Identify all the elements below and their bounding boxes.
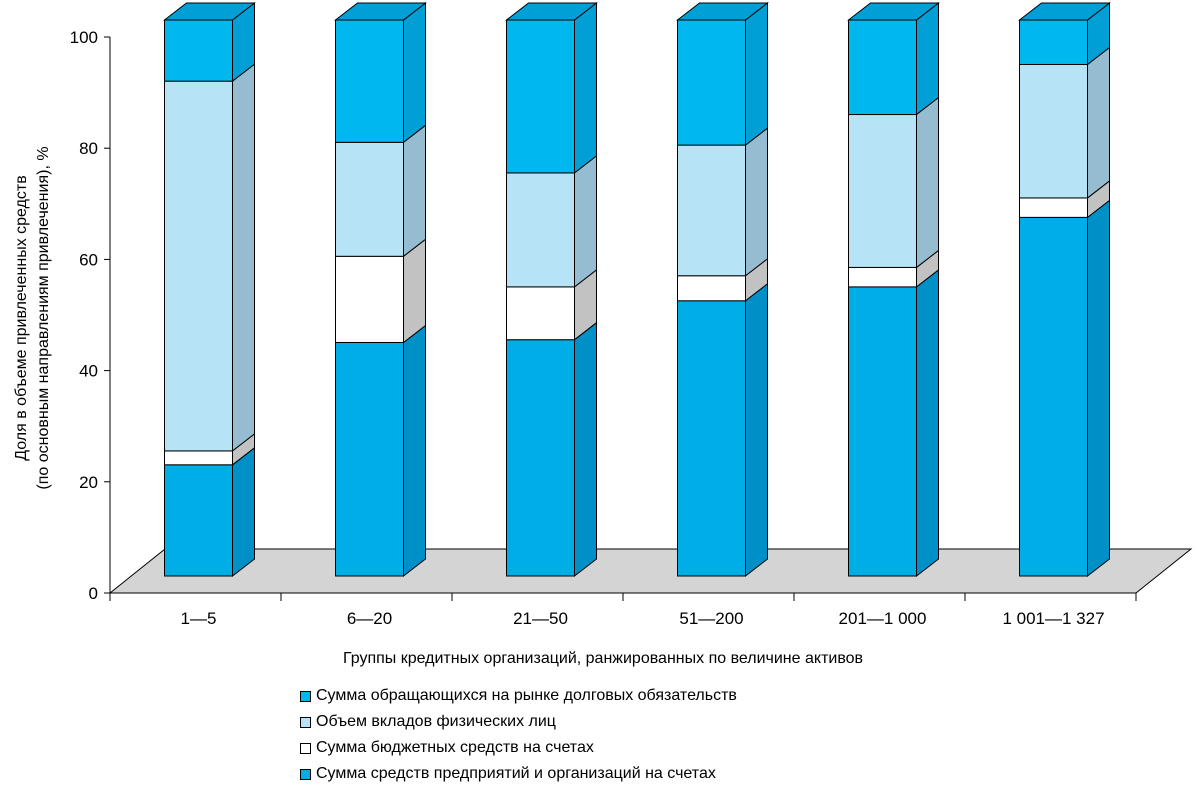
legend-label: Объем вкладов физических лиц: [316, 713, 556, 730]
bar-segment-side: [232, 63, 255, 452]
x-axis-title: Группы кредитных организаций, ранжирован…: [343, 650, 863, 667]
bar-segment-side: [1087, 199, 1110, 578]
bar-segment: [506, 339, 575, 577]
bar-segment: [677, 275, 746, 302]
bar-segment: [164, 80, 233, 452]
bar-segment: [1019, 197, 1088, 218]
bar-top: [1018, 2, 1111, 21]
x-tick-label: 21—50: [513, 609, 568, 628]
bar-segment-side: [745, 1, 768, 147]
y-tick-label: 20: [79, 473, 98, 492]
x-tick-label: 6—20: [347, 609, 392, 628]
x-tick-label: 51—200: [679, 609, 743, 628]
x-tick-label: 1 001—1 327: [1002, 609, 1104, 628]
legend-swatch: [300, 768, 311, 780]
bar-segment: [506, 286, 575, 341]
bar-segment: [848, 19, 917, 116]
legend-item: Объем вкладов физических лиц: [300, 709, 737, 735]
bar-segment: [506, 19, 575, 174]
bar-segment: [335, 19, 404, 143]
bar-segment: [164, 19, 233, 82]
bar-segment: [335, 141, 404, 257]
y-tick-label: 0: [89, 584, 98, 603]
bar-segment-side: [745, 282, 768, 578]
bar-top: [676, 2, 769, 21]
legend-swatch: [300, 690, 311, 702]
legend-label: Сумма обращающихся на рынке долговых обя…: [316, 687, 737, 704]
bar-segment: [1019, 63, 1088, 199]
y-tick-label: 100: [70, 28, 98, 47]
bar-segment: [506, 172, 575, 288]
bar-segment-side: [916, 268, 939, 578]
bar-segment-side: [232, 446, 255, 578]
x-tick-label: 201—1 000: [839, 609, 927, 628]
bar-segment: [848, 266, 917, 288]
bar-top: [847, 2, 940, 21]
bar-segment: [848, 286, 917, 577]
y-tick-label: 60: [79, 250, 98, 269]
bar-segment-side: [916, 1, 939, 116]
bar-segment-side: [916, 96, 939, 269]
bar-segment: [164, 464, 233, 577]
bar-segment-side: [403, 238, 426, 344]
bar-segment-side: [745, 127, 768, 277]
bar-segment: [335, 255, 404, 343]
legend-item: Сумма бюджетных средств на счетах: [300, 735, 737, 761]
bar-segment-side: [574, 321, 597, 578]
stacked-bar-chart: 0 20 40 60 80 100 1—5 6—20 21—50 51—200 201—1 000 1…: [13, 1, 1193, 667]
legend-swatch: [300, 716, 311, 728]
bar-segment-side: [1087, 46, 1110, 199]
bar-top: [334, 2, 427, 21]
legend-label: Сумма средств предприятий и организаций …: [316, 765, 716, 782]
y-axis-title: Доля в объеме привлеченных средств: [13, 175, 30, 461]
bar-segment: [164, 450, 233, 466]
legend-item: Сумма средств предприятий и организаций …: [300, 761, 737, 787]
legend-label: Сумма бюджетных средств на счетах: [316, 739, 594, 756]
y-tick-label: 80: [79, 139, 98, 158]
legend: Сумма обращающихся на рынке долговых обя…: [300, 683, 737, 787]
bar-segment-side: [403, 324, 426, 578]
y-tick-label: 40: [79, 362, 98, 381]
bar-top: [505, 2, 598, 21]
bar-segment-side: [403, 1, 426, 144]
bar-segment: [335, 341, 404, 577]
bar-segment: [1019, 216, 1088, 577]
bar-segment-side: [574, 154, 597, 288]
legend-swatch: [300, 742, 311, 754]
bar-segment: [677, 19, 746, 146]
y-axis-title: (по основным направлениям привлечения), …: [35, 146, 52, 489]
bar-segment-side: [574, 1, 597, 174]
x-tick-label: 1—5: [181, 609, 217, 628]
bar-segment: [677, 300, 746, 577]
bar-segment: [1019, 19, 1088, 65]
bar-segment: [848, 114, 917, 268]
bar-segment-side: [403, 124, 426, 258]
bar-segment: [677, 144, 746, 277]
bar-top: [163, 2, 256, 21]
legend-item: Сумма обращающихся на рынке долговых обя…: [300, 683, 737, 709]
